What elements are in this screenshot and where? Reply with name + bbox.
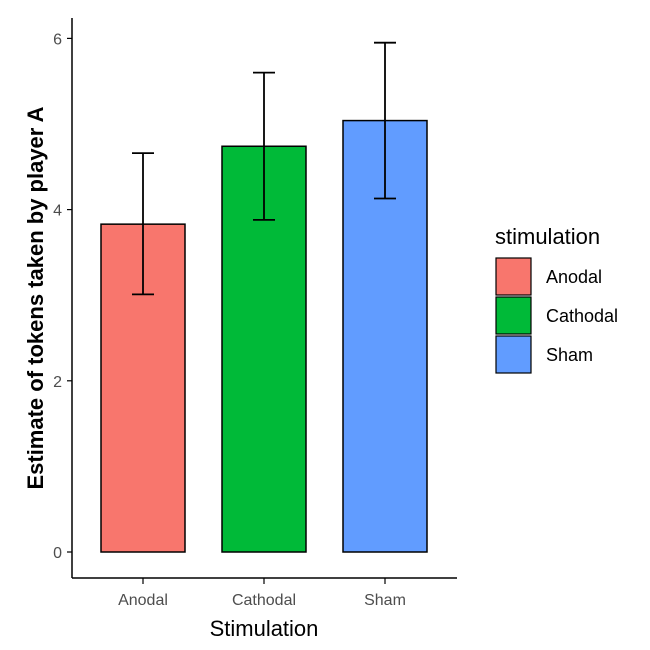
legend-title: stimulation [495, 224, 600, 249]
legend: stimulation Anodal Cathodal Sham [495, 224, 618, 374]
y-tick-label: 6 [53, 31, 62, 48]
y-tick-label: 2 [53, 374, 62, 391]
axes: 0 2 4 6 Anodal Cathodal Sham [53, 18, 457, 609]
y-tick-label: 0 [53, 545, 62, 562]
plot-area [100, 41, 428, 553]
legend-label: Sham [546, 345, 593, 365]
x-axis-title: Stimulation [210, 616, 319, 641]
legend-swatch-cathodal [495, 296, 532, 335]
y-axis-title: Estimate of tokens taken by player A [23, 106, 48, 489]
y-tick-label: 4 [53, 203, 62, 220]
x-tick-label: Sham [364, 592, 406, 609]
legend-label: Cathodal [546, 306, 618, 326]
x-tick-label: Cathodal [232, 592, 296, 609]
legend-swatch-sham [495, 335, 532, 374]
legend-swatch-anodal [495, 257, 532, 296]
legend-label: Anodal [546, 267, 602, 287]
x-tick-label: Anodal [118, 592, 168, 609]
